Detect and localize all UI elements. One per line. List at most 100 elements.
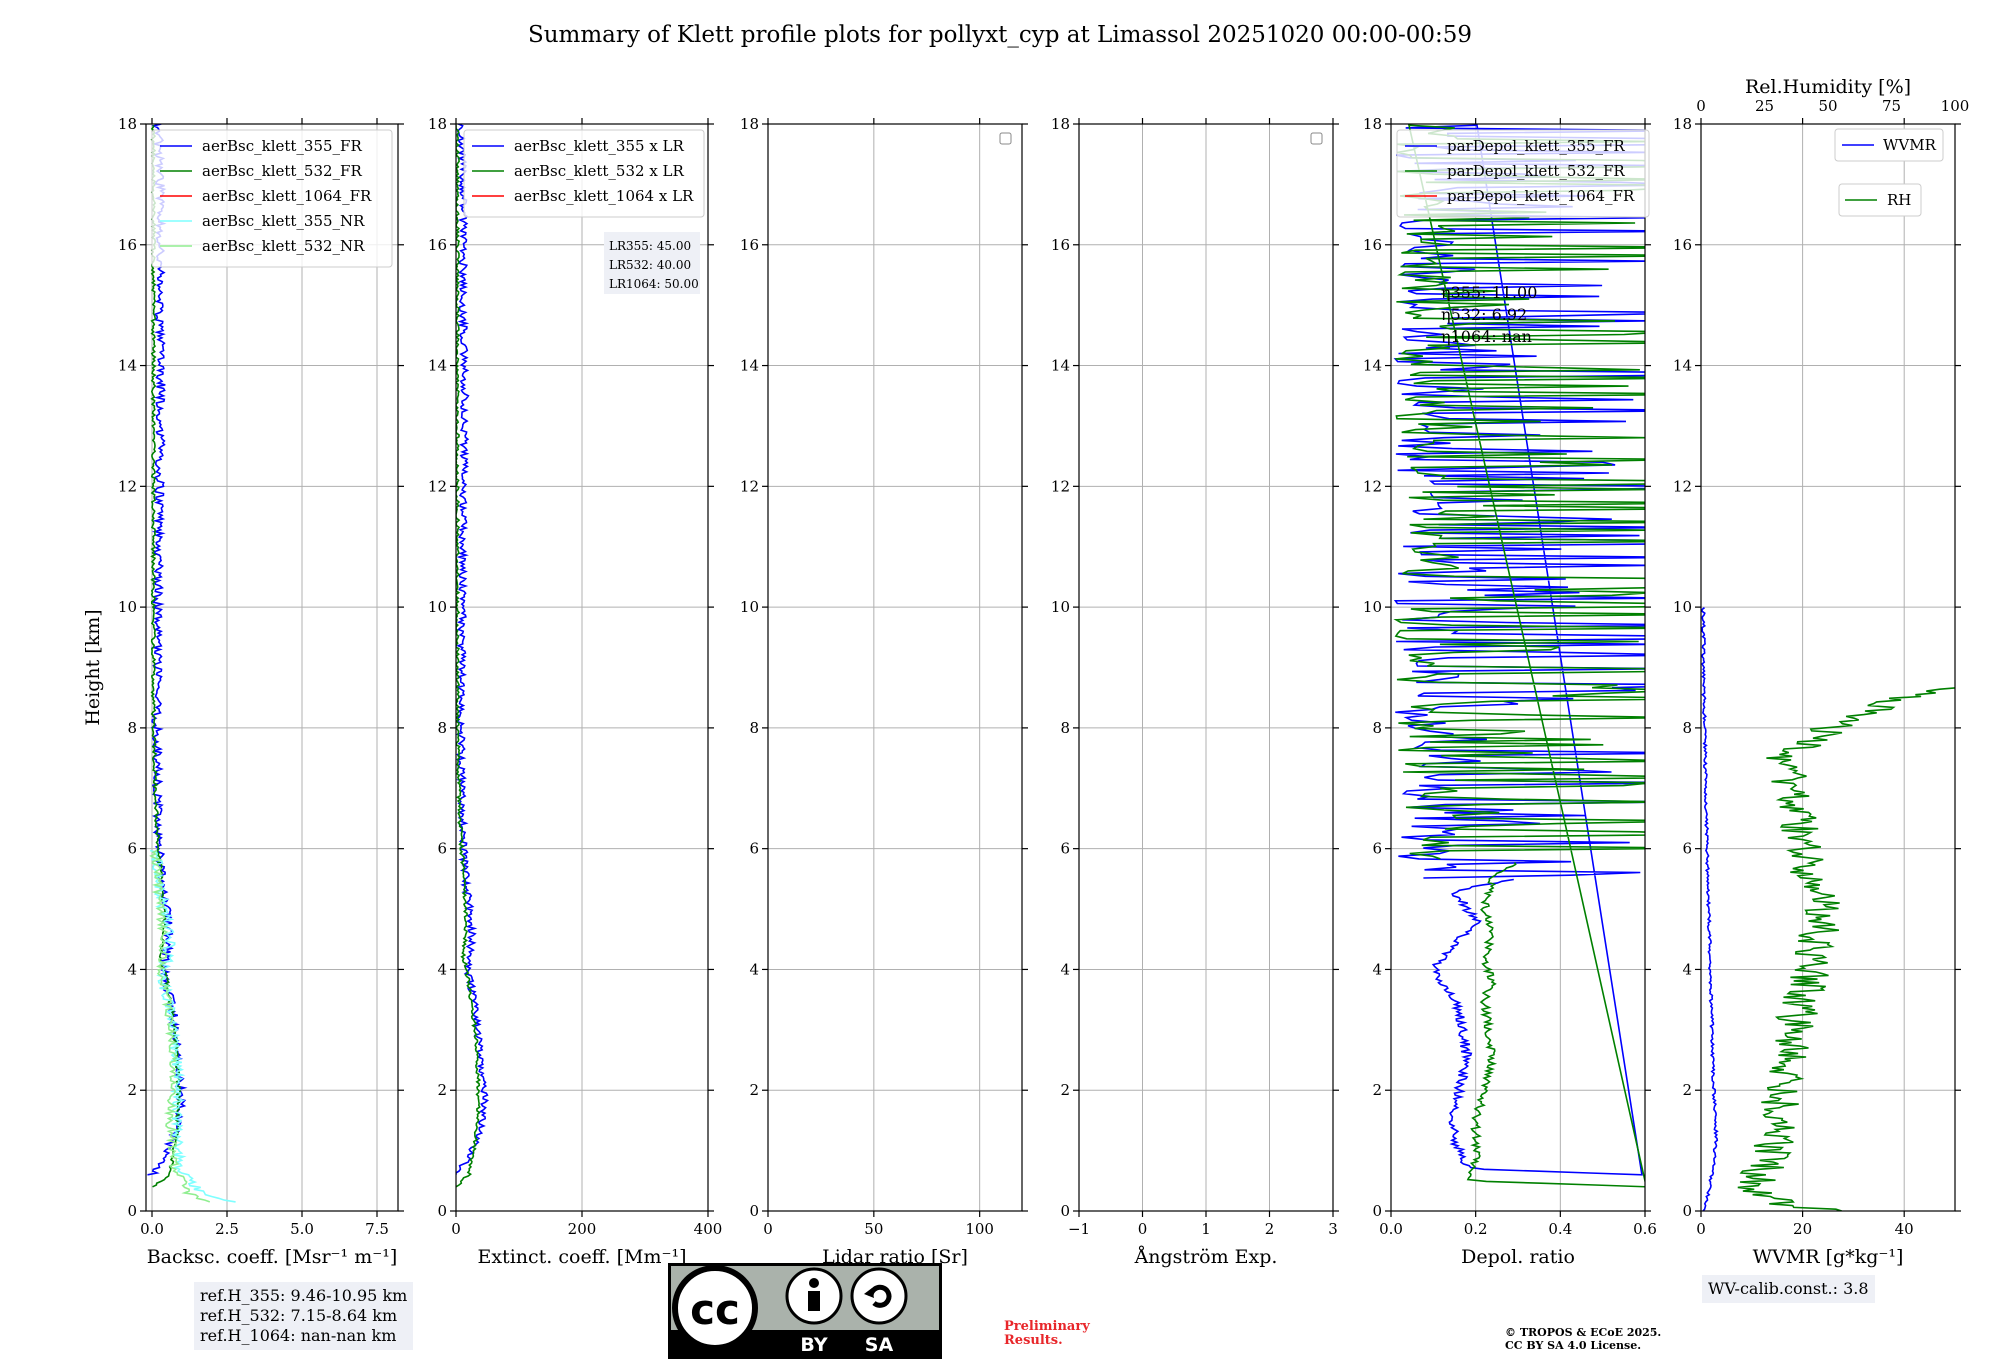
y-tick-label: 6 bbox=[1682, 840, 1692, 858]
x-tick-label: 5.0 bbox=[290, 1220, 314, 1238]
legend-box bbox=[1396, 129, 1650, 218]
y-tick-label: 6 bbox=[749, 840, 759, 858]
preliminary-line-1: Preliminary bbox=[1004, 1319, 1090, 1334]
legend-entry: parDepol_klett_532_FR bbox=[1447, 162, 1625, 180]
x2-tick-label: 100 bbox=[1941, 97, 1970, 115]
y-tick-label: 18 bbox=[740, 115, 759, 133]
x-axis-label: Depol. ratio bbox=[1461, 1246, 1575, 1268]
legend-entry: parDepol_klett_355_FR bbox=[1447, 137, 1625, 155]
y-tick-label: 0 bbox=[127, 1202, 137, 1220]
x-tick-label: −1 bbox=[1068, 1220, 1090, 1238]
data-layer bbox=[147, 124, 236, 1203]
axes-frame bbox=[1390, 123, 1646, 1212]
y-tick-label: 0 bbox=[1060, 1202, 1070, 1220]
panel-extinction: 0 2 4 6 8 10 12 14 16 18 0 200 400 Extinct. coeff. [M… bbox=[428, 115, 722, 1268]
empty-legend-box bbox=[999, 132, 1012, 145]
legend-entry: aerBsc_klett_532_FR bbox=[202, 162, 362, 180]
cc-logo-icon bbox=[672, 1265, 758, 1351]
y-tick-label: 2 bbox=[749, 1081, 759, 1099]
legend-box bbox=[463, 129, 705, 218]
y-tick-label: 8 bbox=[127, 719, 137, 737]
legend-entry: RH bbox=[1887, 191, 1911, 209]
y-tick-label: 12 bbox=[118, 477, 137, 495]
y-tick-label: 0 bbox=[1682, 1202, 1692, 1220]
y-tick-label: 14 bbox=[1051, 357, 1070, 375]
y-tick-label: 6 bbox=[437, 840, 447, 858]
x-axis-label: Extinct. coeff. [Mm⁻¹] bbox=[477, 1246, 686, 1268]
y-tick-label: 2 bbox=[127, 1081, 137, 1099]
eta-annotation: η355: 11.00 bbox=[1441, 283, 1537, 302]
y-tick-label: 2 bbox=[1682, 1081, 1692, 1099]
preliminary-note: Preliminary Results. bbox=[1004, 1320, 1090, 1348]
x2-tick-label: 25 bbox=[1755, 97, 1774, 115]
y-tick-label: 2 bbox=[1372, 1081, 1382, 1099]
y-tick-label: 4 bbox=[127, 960, 137, 978]
ref-height-355: ref.H_355: 9.46-10.95 km bbox=[200, 1286, 408, 1305]
x2-tick-label: 75 bbox=[1882, 97, 1901, 115]
x-tick-label: 20 bbox=[1793, 1220, 1812, 1238]
y-tick-label: 16 bbox=[1051, 236, 1070, 254]
y-tick-label: 14 bbox=[1673, 357, 1692, 375]
by-label: BY bbox=[800, 1334, 827, 1356]
panel-lidar-ratio: 0 2 4 6 8 10 12 14 16 18 0 50 100 Lidar ratio [Sr] bbox=[740, 115, 1028, 1268]
ref-height-1064: ref.H_1064: nan-nan km bbox=[200, 1326, 397, 1345]
x2-tick-label: 0 bbox=[1696, 97, 1706, 115]
y-tick-label: 18 bbox=[428, 115, 447, 133]
sa-label: SA bbox=[865, 1334, 894, 1356]
y-tick-label: 12 bbox=[1051, 477, 1070, 495]
x-axis-label: Backsc. coeff. [Msr⁻¹ m⁻¹] bbox=[147, 1246, 398, 1268]
eta-annotation: η532: 6.92 bbox=[1441, 305, 1527, 324]
series-aerBsc_klett_532_NR bbox=[149, 849, 211, 1203]
copyright-note: © TROPOS & ECoE 2025. CC BY SA 4.0 Licen… bbox=[1505, 1326, 1661, 1352]
y-tick-label: 4 bbox=[749, 960, 759, 978]
x-tick-label: 0 bbox=[451, 1220, 461, 1238]
y-tick-label: 14 bbox=[428, 357, 447, 375]
wv-calib-box: WV-calib.const.: 3.8 bbox=[1702, 1275, 1875, 1303]
y-tick-label: 2 bbox=[1060, 1081, 1070, 1099]
x-tick-label: 1 bbox=[1201, 1220, 1211, 1238]
ref-height-532: ref.H_532: 7.15-8.64 km bbox=[200, 1306, 398, 1325]
y-tick-label: 16 bbox=[1363, 236, 1382, 254]
y-tick-label: 8 bbox=[749, 719, 759, 737]
data-layer bbox=[456, 124, 490, 1188]
series-aerBsc_klett_355_FR bbox=[147, 124, 188, 1176]
x-tick-label: 2.5 bbox=[215, 1220, 239, 1238]
x-tick-label: 0.6 bbox=[1633, 1220, 1657, 1238]
panel-backscatter: 0 2 4 6 8 10 12 14 16 18 0.0 2.5 5.0 7.5 Backsc. coeff… bbox=[82, 115, 404, 1268]
legend-box bbox=[151, 129, 393, 268]
x-tick-label: 3 bbox=[1328, 1220, 1338, 1238]
x-tick-label: 0 bbox=[763, 1220, 773, 1238]
y-tick-label: 6 bbox=[127, 840, 137, 858]
y-tick-label: 12 bbox=[1363, 477, 1382, 495]
ref-height-box: ref.H_355: 9.46-10.95 km ref.H_532: 7.15… bbox=[194, 1282, 414, 1350]
x-tick-label: 400 bbox=[694, 1220, 723, 1238]
x-tick-label: 50 bbox=[864, 1220, 883, 1238]
legend-entry: parDepol_klett_1064_FR bbox=[1447, 187, 1635, 205]
y-axis-label: Height [km] bbox=[82, 609, 104, 725]
legend-entry: aerBsc_klett_1064 x LR bbox=[514, 187, 694, 205]
sa-arrow bbox=[868, 1284, 892, 1308]
x-tick-label: 0.4 bbox=[1548, 1220, 1572, 1238]
x-tick-label: 2 bbox=[1265, 1220, 1275, 1238]
x-tick-label: 40 bbox=[1895, 1220, 1914, 1238]
x-axis-label: Ångström Exp. bbox=[1134, 1246, 1278, 1268]
y-tick-label: 12 bbox=[740, 477, 759, 495]
copyright-line-2: CC BY SA 4.0 License. bbox=[1505, 1339, 1642, 1352]
sa-share-icon bbox=[850, 1267, 908, 1325]
y-tick-label: 8 bbox=[1372, 719, 1382, 737]
y-tick-label: 10 bbox=[428, 598, 447, 616]
y-tick-label: 12 bbox=[428, 477, 447, 495]
y-tick-label: 4 bbox=[1372, 960, 1382, 978]
y-tick-label: 0 bbox=[437, 1202, 447, 1220]
by-person-head bbox=[809, 1278, 819, 1288]
y-tick-label: 18 bbox=[1051, 115, 1070, 133]
y-tick-label: 12 bbox=[1673, 477, 1692, 495]
series-RH bbox=[1737, 687, 1955, 1211]
panel-depol: 0 2 4 6 8 10 12 14 16 18 0.0 0.2 0.4 0.6 Depol. ratio p… bbox=[1363, 115, 1657, 1268]
x-tick-label: 7.5 bbox=[365, 1220, 389, 1238]
legend-entry: aerBsc_klett_355 x LR bbox=[514, 137, 685, 155]
axes-frame bbox=[145, 123, 399, 1212]
axes-frame bbox=[1700, 123, 1956, 1212]
y-tick-label: 4 bbox=[1682, 960, 1692, 978]
legend-entry: WVMR bbox=[1883, 136, 1937, 154]
